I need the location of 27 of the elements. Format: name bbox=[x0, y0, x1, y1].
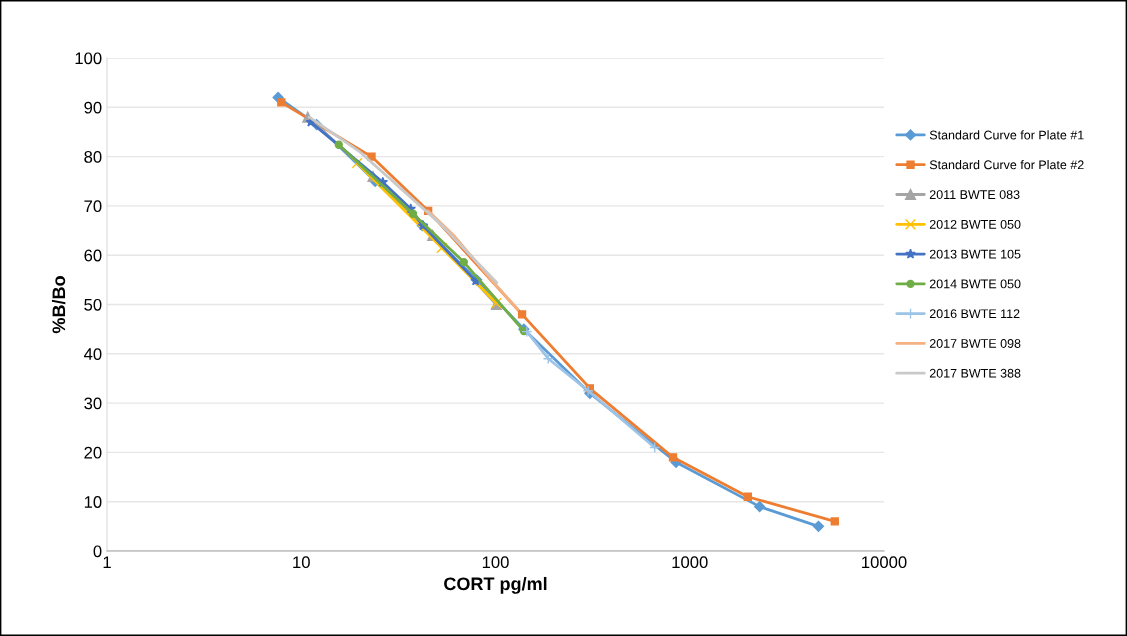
legend-label: Standard Curve for Plate #2 bbox=[929, 160, 1084, 170]
x-tick-label: 10 bbox=[293, 556, 310, 569]
y-tick-label: 0 bbox=[93, 545, 102, 558]
legend-label: 2017 BWTE 388 bbox=[929, 368, 1021, 378]
x-tick-label: 100 bbox=[482, 556, 509, 569]
y-tick-label: 50 bbox=[84, 298, 102, 311]
legend-label: 2012 BWTE 050 bbox=[929, 219, 1021, 229]
y-tick-label: 100 bbox=[75, 52, 102, 65]
y-tick-label: 20 bbox=[84, 446, 102, 459]
legend-label: 2013 BWTE 105 bbox=[929, 249, 1021, 259]
legend-label: 2014 BWTE 050 bbox=[929, 279, 1021, 289]
y-tick-label: 10 bbox=[84, 496, 102, 508]
x-axis-title: CORT pg/ml bbox=[444, 576, 547, 594]
y-axis-title: %B/Bo bbox=[51, 276, 66, 334]
legend-label: 2017 BWTE 098 bbox=[929, 339, 1021, 348]
y-tick-label: 90 bbox=[84, 101, 102, 114]
x-tick-label: 10000 bbox=[862, 556, 907, 569]
y-tick-label: 60 bbox=[84, 249, 102, 262]
y-tick-label: 40 bbox=[83, 348, 102, 360]
legend-label: 2011 BWTE 083 bbox=[929, 190, 1020, 199]
legend-label: Standard Curve for Plate #1 bbox=[929, 130, 1084, 140]
y-tick-label: 80 bbox=[84, 151, 102, 163]
x-tick-label: 1 bbox=[103, 556, 111, 568]
y-tick-label: 70 bbox=[84, 200, 102, 213]
y-tick-label: 30 bbox=[84, 397, 102, 410]
legend-label: 2016 BWTE 112 bbox=[929, 309, 1020, 319]
x-tick-label: 1000 bbox=[672, 556, 708, 569]
